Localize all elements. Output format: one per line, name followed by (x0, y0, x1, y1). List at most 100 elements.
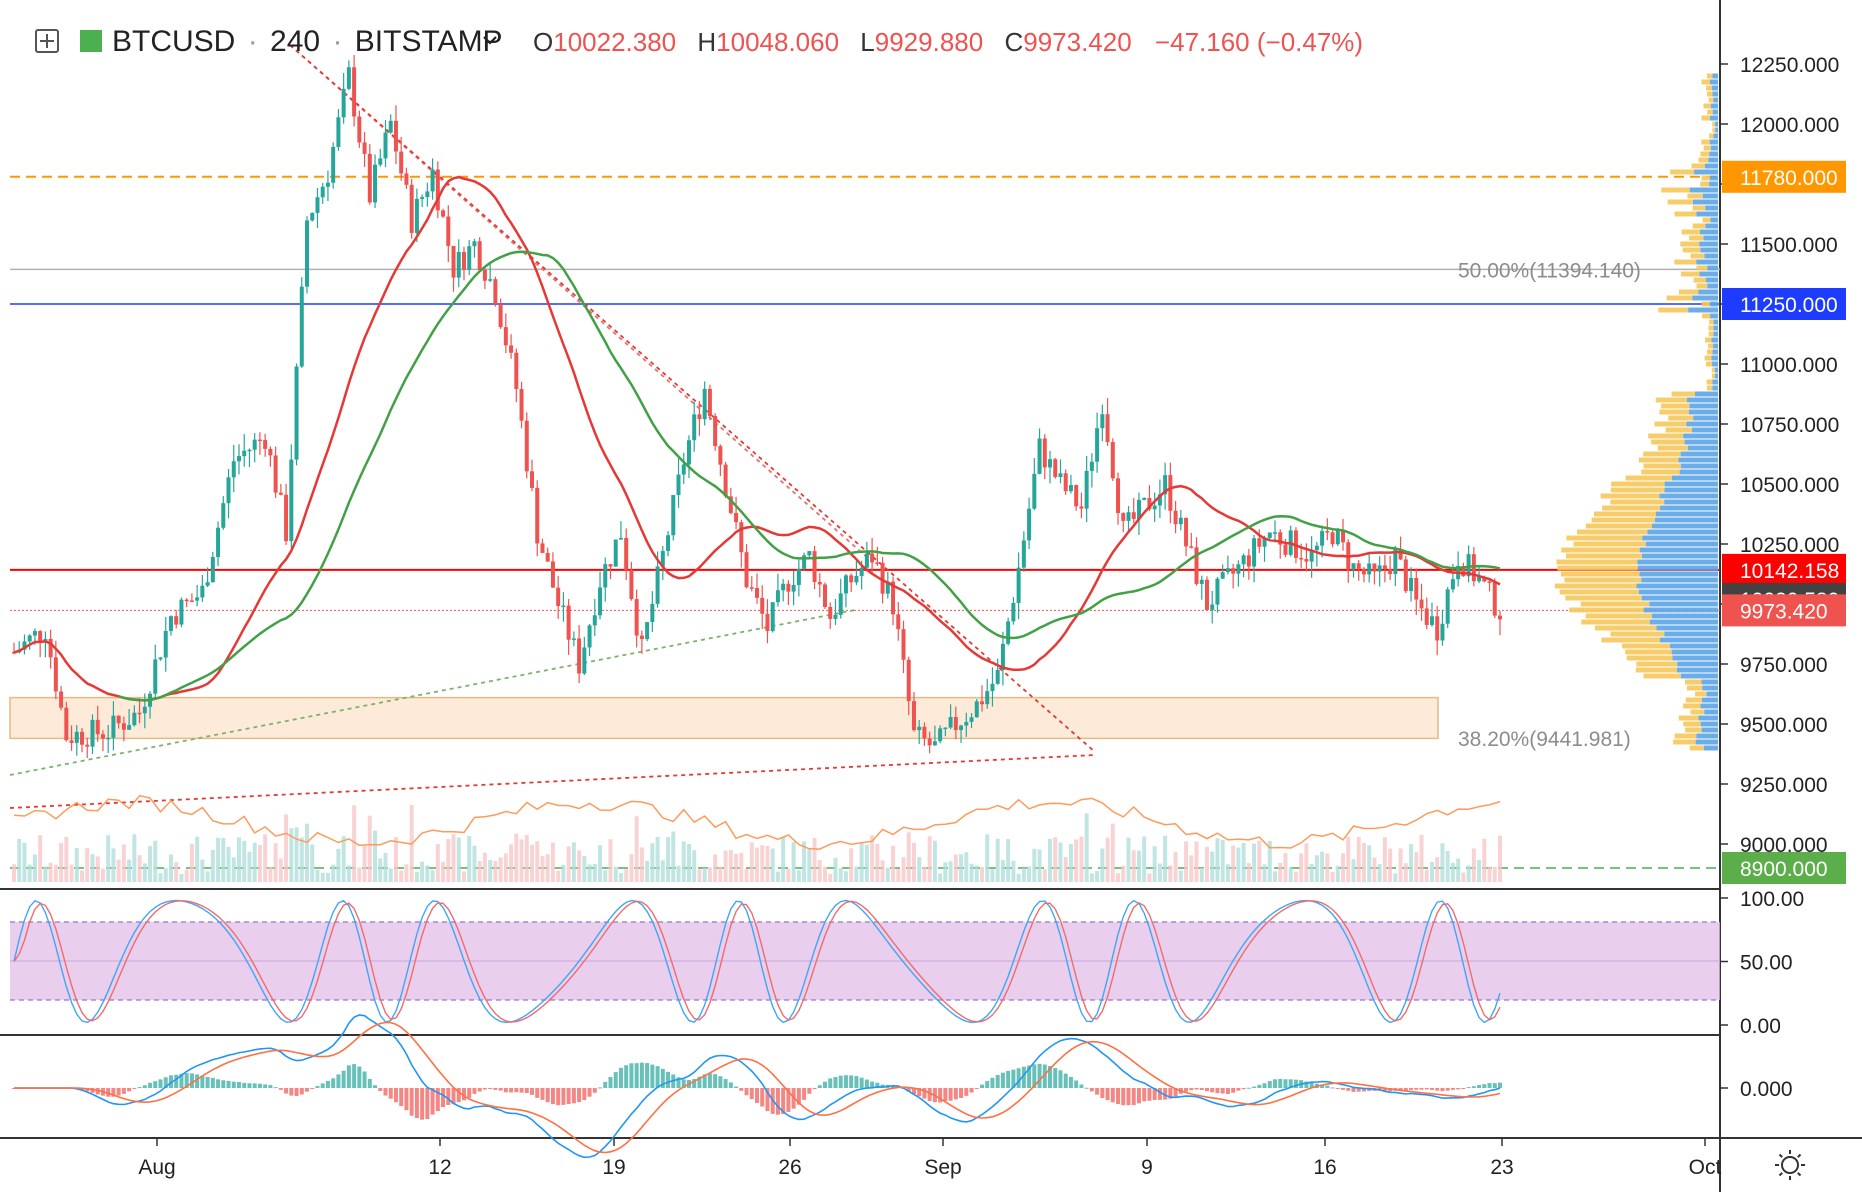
volume-bar (1074, 839, 1079, 882)
candle-body (1204, 579, 1209, 610)
volume-profile-up-bar (1699, 229, 1718, 235)
volume-bar (1210, 851, 1215, 882)
macd-histogram-bar (959, 1088, 964, 1098)
candle-body (373, 164, 378, 203)
volume-bar (1361, 843, 1366, 882)
candle-body (1058, 473, 1063, 478)
macd-histogram-bar (749, 1088, 754, 1100)
volume-bar (530, 844, 535, 882)
volume-bar (1257, 840, 1262, 882)
candle-body (775, 590, 780, 603)
volume-profile-down-bar (1643, 463, 1681, 469)
candle-body (734, 512, 739, 523)
price-tick-label: 9250.000 (1740, 774, 1828, 797)
volume-bar (514, 833, 519, 882)
macd-histogram-bar (1231, 1088, 1236, 1093)
volume-bar (676, 865, 681, 882)
macd-histogram-bar (85, 1088, 90, 1092)
stoch-tick-label: 100.00 (1740, 888, 1804, 911)
macd-histogram-bar (111, 1088, 116, 1097)
plus-square-icon[interactable] (35, 29, 59, 53)
volume-bar (556, 870, 561, 882)
candle-body (85, 744, 90, 747)
volume-bar (1320, 851, 1325, 882)
candle-body (681, 464, 686, 475)
volume-bar (870, 835, 875, 882)
volume-bar (148, 846, 153, 882)
sun-icon[interactable] (1775, 1150, 1805, 1180)
volume-profile-up-bar (1701, 697, 1718, 703)
red-level-tag-text: 10142.158 (1740, 560, 1839, 583)
volume-profile-up-bar (1684, 439, 1718, 445)
volume-profile-down-bar (1666, 295, 1693, 301)
volume-bar (796, 870, 801, 882)
macd-histogram-bar (216, 1079, 221, 1088)
macd-histogram-bar (441, 1088, 446, 1108)
volume-profile-up-bar (1680, 451, 1718, 457)
volume-bar (268, 867, 273, 882)
macd-histogram-bar (1330, 1087, 1335, 1089)
candle-body (409, 184, 414, 233)
volume-bar (713, 854, 718, 882)
candle-body (828, 606, 833, 619)
candle-body (571, 638, 576, 640)
candle-body (503, 327, 508, 346)
candle-body (1110, 441, 1115, 479)
support-zone[interactable] (9, 696, 1439, 740)
lower-trendline[interactable] (9, 754, 1096, 809)
volume-profile-down-bar (1678, 715, 1699, 721)
volume-profile-up-bar (1709, 79, 1718, 85)
candle-body (524, 420, 529, 472)
candle-body (744, 552, 749, 588)
candle-body (645, 622, 650, 640)
volume-profile-down-bar (1706, 379, 1713, 385)
macd-histogram-bar (608, 1076, 613, 1088)
volume-bar (121, 844, 126, 882)
macd-histogram-bar (1440, 1088, 1445, 1092)
candle-body (1320, 531, 1325, 546)
volume-bar (1398, 848, 1403, 882)
volume-bar (681, 841, 686, 882)
volume-profile-up-bar (1659, 637, 1718, 643)
volume-bar (1335, 865, 1340, 882)
volume-bar (1372, 857, 1377, 882)
volume-profile-up-bar (1715, 127, 1718, 133)
volume-profile-up-bar (1656, 625, 1718, 631)
volume-profile-up-bar (1713, 325, 1718, 331)
macd-histogram-bar (446, 1088, 451, 1105)
candle-body (1283, 544, 1288, 555)
volume-bar (95, 856, 100, 882)
macd-histogram-bar (1304, 1081, 1309, 1088)
volume-profile-down-bar (1643, 673, 1681, 679)
macd-histogram-bar (927, 1088, 932, 1102)
volume-bar (990, 869, 995, 882)
macd-histogram-bar (257, 1083, 262, 1088)
candle-body (22, 641, 27, 650)
candle-body (414, 198, 419, 233)
volume-bar (205, 871, 210, 882)
candle-body (294, 366, 299, 460)
candle-body (943, 727, 948, 730)
candle-body (1068, 485, 1073, 492)
volume-profile-down-bar (1674, 733, 1697, 739)
descending-trendline-2[interactable] (289, 44, 1096, 753)
macd-histogram-bar (1147, 1088, 1152, 1101)
candle-body (969, 717, 974, 722)
candle-body (1231, 568, 1236, 574)
macd-histogram-bar (917, 1088, 922, 1097)
volume-bar (1037, 849, 1042, 882)
chevron-down-icon[interactable] (483, 36, 497, 45)
symbol-header[interactable]: BTCUSD · 240 · BITSTAMP O10022.380 H1004… (35, 25, 1363, 58)
macd-histogram-bar (1021, 1066, 1026, 1088)
candle-body (1414, 578, 1419, 600)
volume-bar (739, 852, 744, 882)
macd-histogram-bar (603, 1081, 608, 1088)
volume-profile-down-bar (1708, 97, 1714, 103)
volume-bar (1095, 871, 1100, 882)
stoch-tick-label: 0.00 (1740, 1015, 1781, 1038)
volume-bar (791, 841, 796, 882)
time-axis[interactable]: Aug 12 19 26 Sep 9 16 23 Oct (138, 1138, 1721, 1179)
volume-profile-down-bar (1625, 649, 1672, 655)
macd-histogram-bar (843, 1075, 848, 1088)
